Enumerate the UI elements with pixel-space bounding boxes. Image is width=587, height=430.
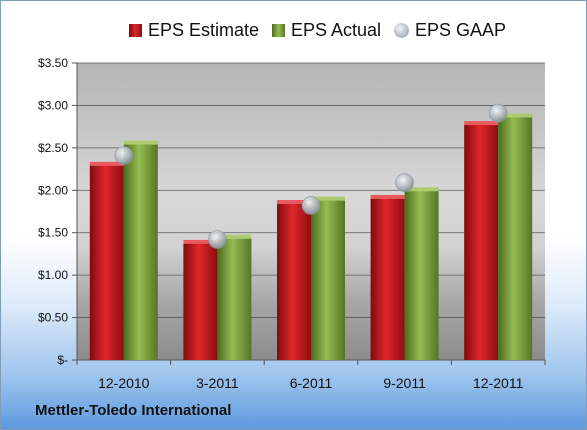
y-tick-label: $2.00 [38,183,68,197]
marker-eps-gaap [208,230,227,249]
bar-eps-actual-cap [217,234,252,239]
bar-eps-estimate-cap [464,121,499,126]
company-name: Mettler-Toledo International [35,402,232,419]
marker-eps-gaap [395,173,414,192]
bar-eps-estimate-cap [370,194,405,199]
marker-eps-gaap [301,196,321,215]
bar-eps-estimate [89,164,124,360]
legend-swatch-eps-actual [272,23,285,37]
bar-eps-estimate-cap [183,239,218,244]
x-tick-label: 12-2010 [98,375,150,391]
legend-item-eps-estimate: EPS Estimate [129,17,259,43]
y-tick-label: $0.50 [38,311,68,325]
bar-eps-actual-cap [123,140,158,145]
bar-eps-estimate-cap [277,200,311,205]
legend-label-eps-gaap: EPS GAAP [415,19,507,40]
bar-eps-actual-cap [498,113,533,118]
legend-item-eps-gaap: EPS GAAP [394,17,506,43]
y-tick-label: $3.00 [38,98,68,112]
bar-eps-actual [404,190,439,360]
plot-area: $- $0.50 $1.00 $1.50 $2.00 $2.50 $3.00 $3.50 12-… [38,56,546,391]
x-tick-label: 3-2011 [196,375,239,391]
x-tick-label: 6-2011 [290,375,333,391]
y-tick-label: $1.00 [38,268,68,282]
bar-eps-estimate-cap [89,161,124,166]
bar-eps-estimate [183,242,218,360]
legend-item-eps-actual: EPS Actual [272,17,381,43]
bar-eps-actual [123,143,158,360]
legend-swatch-eps-estimate [129,23,142,37]
bar-eps-actual [498,116,533,361]
marker-eps-gaap [114,146,134,165]
bar-eps-actual [217,237,252,360]
y-tick-label: $3.50 [38,56,68,70]
bar-eps-actual-cap [404,187,439,192]
bar-eps-estimate [464,124,499,361]
marker-eps-gaap [488,103,508,123]
bar-eps-estimate [370,197,405,360]
x-tick-label: 9-2011 [383,375,426,391]
legend-label-eps-estimate: EPS Estimate [148,19,260,40]
legend-swatch-eps-gaap [394,22,409,38]
y-tick-label: $1.50 [38,226,68,240]
y-tick-label: $- [57,353,68,367]
bar-eps-estimate [277,203,311,360]
legend: EPS Estimate EPS Actual EPS GAAP [1,17,586,43]
x-tick-label: 12-2011 [473,375,524,391]
y-tick-label: $2.50 [38,141,68,155]
legend-label-eps-actual: EPS Actual [291,19,382,40]
bar-eps-actual-cap [311,196,345,201]
bar-eps-actual [311,199,345,360]
